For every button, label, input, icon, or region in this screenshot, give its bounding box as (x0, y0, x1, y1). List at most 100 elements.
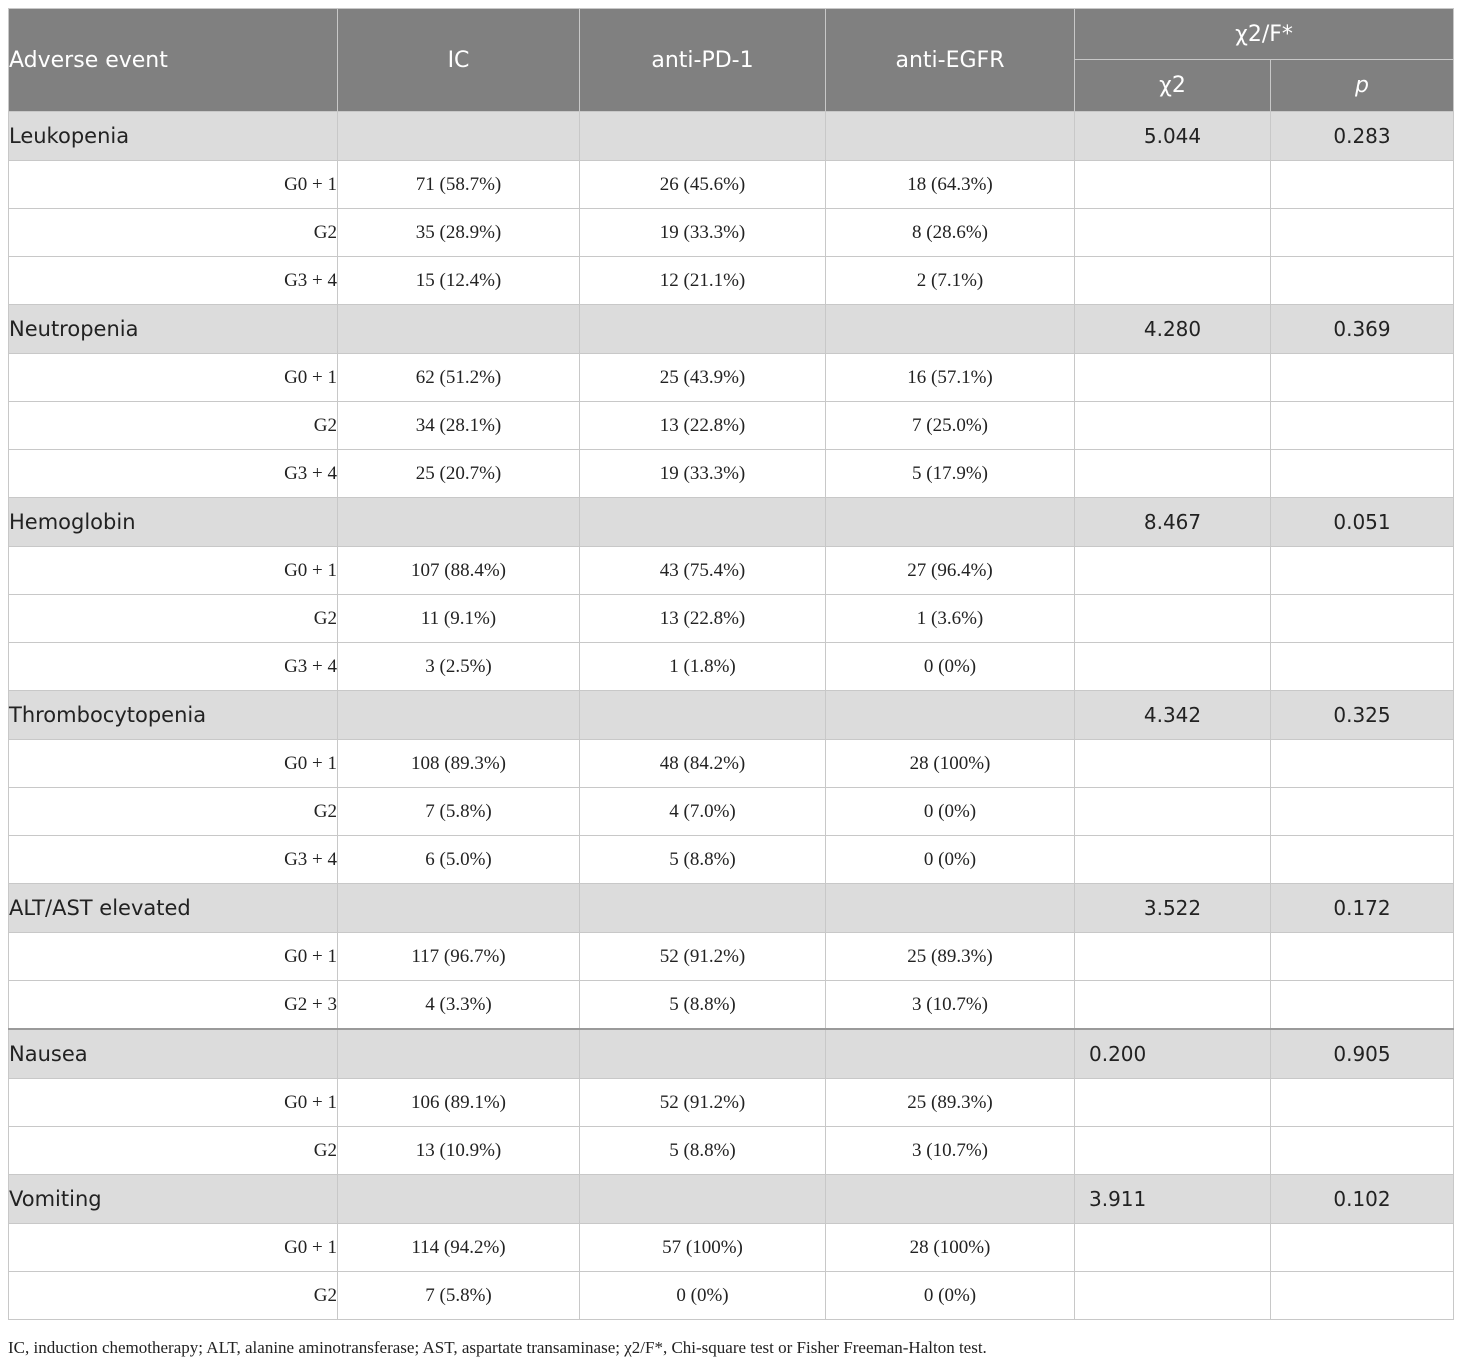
table-row: G2 35 (28.9%) 19 (33.3%) 8 (28.6%) (8, 208, 1454, 257)
empty-cell (1270, 642, 1454, 691)
empty-cell (579, 111, 826, 161)
category-name: Vomiting (8, 1174, 338, 1224)
grade-label: G2 (8, 1126, 338, 1175)
anti-pd1-value: 52 (91.2%) (579, 932, 826, 981)
anti-pd1-value: 19 (33.3%) (579, 449, 826, 498)
chi2-value: 8.467 (1074, 497, 1271, 547)
empty-cell (825, 1028, 1075, 1079)
header-stat-group: χ2/F* (1074, 8, 1454, 60)
table-row: G2 7 (5.8%) 4 (7.0%) 0 (0%) (8, 787, 1454, 836)
empty-cell (1074, 1223, 1271, 1272)
empty-cell (1074, 980, 1271, 1030)
p-value: 0.325 (1270, 690, 1454, 740)
header-anti-pd1: anti-PD-1 (579, 8, 826, 112)
grade-label: G0 + 1 (8, 546, 338, 595)
category-name: Leukopenia (8, 111, 338, 161)
anti-pd1-value: 25 (43.9%) (579, 353, 826, 402)
anti-egfr-value: 28 (100%) (825, 739, 1075, 788)
grade-label: G0 + 1 (8, 1078, 338, 1127)
ic-value: 4 (3.3%) (337, 980, 580, 1030)
table-row: G0 + 1 108 (89.3%) 48 (84.2%) 28 (100%) (8, 739, 1454, 788)
p-value: 0.102 (1270, 1174, 1454, 1224)
ic-value: 7 (5.8%) (337, 787, 580, 836)
category-name: Neutropenia (8, 304, 338, 354)
empty-cell (1074, 594, 1271, 643)
empty-cell (1074, 787, 1271, 836)
table-row: G0 + 1 62 (51.2%) 25 (43.9%) 16 (57.1%) (8, 353, 1454, 402)
anti-pd1-value: 26 (45.6%) (579, 160, 826, 209)
anti-pd1-value: 57 (100%) (579, 1223, 826, 1272)
ic-value: 62 (51.2%) (337, 353, 580, 402)
table-row: G2 7 (5.8%) 0 (0%) 0 (0%) (8, 1271, 1454, 1320)
header-adverse-event: Adverse event (8, 8, 338, 112)
empty-cell (1074, 546, 1271, 595)
empty-cell (337, 1028, 580, 1079)
grade-label: G2 (8, 787, 338, 836)
empty-cell (1270, 1223, 1454, 1272)
anti-egfr-value: 16 (57.1%) (825, 353, 1075, 402)
category-name: ALT/AST elevated (8, 883, 338, 933)
empty-cell (825, 304, 1075, 354)
p-value: 0.051 (1270, 497, 1454, 547)
category-row: ALT/AST elevated 3.522 0.172 (8, 883, 1454, 933)
p-value: 0.283 (1270, 111, 1454, 161)
ic-value: 71 (58.7%) (337, 160, 580, 209)
p-value: 0.369 (1270, 304, 1454, 354)
empty-cell (337, 883, 580, 933)
category-row: Hemoglobin 8.467 0.051 (8, 497, 1454, 547)
table-row: G3 + 4 25 (20.7%) 19 (33.3%) 5 (17.9%) (8, 449, 1454, 498)
category-row: Neutropenia 4.280 0.369 (8, 304, 1454, 354)
grade-label: G0 + 1 (8, 353, 338, 402)
ic-value: 3 (2.5%) (337, 642, 580, 691)
grade-label: G2 (8, 1271, 338, 1320)
anti-pd1-value: 1 (1.8%) (579, 642, 826, 691)
table-body: Leukopenia 5.044 0.283 G0 + 1 71 (58.7%) 26 (… (8, 111, 1454, 1320)
empty-cell (1074, 835, 1271, 884)
ic-value: 11 (9.1%) (337, 594, 580, 643)
empty-cell (1270, 353, 1454, 402)
empty-cell (1270, 208, 1454, 257)
table-row: G0 + 1 117 (96.7%) 52 (91.2%) 25 (89.3%) (8, 932, 1454, 981)
grade-label: G3 + 4 (8, 835, 338, 884)
ic-value: 7 (5.8%) (337, 1271, 580, 1320)
ic-value: 15 (12.4%) (337, 256, 580, 305)
anti-egfr-value: 28 (100%) (825, 1223, 1075, 1272)
table-row: G2 13 (10.9%) 5 (8.8%) 3 (10.7%) (8, 1126, 1454, 1175)
chi2-value: 4.280 (1074, 304, 1271, 354)
empty-cell (1270, 1271, 1454, 1320)
anti-pd1-value: 48 (84.2%) (579, 739, 826, 788)
anti-egfr-value: 0 (0%) (825, 787, 1075, 836)
table-row: G2 11 (9.1%) 13 (22.8%) 1 (3.6%) (8, 594, 1454, 643)
category-name: Hemoglobin (8, 497, 338, 547)
anti-egfr-value: 3 (10.7%) (825, 980, 1075, 1030)
empty-cell (579, 1174, 826, 1224)
anti-egfr-value: 0 (0%) (825, 835, 1075, 884)
anti-egfr-value: 0 (0%) (825, 1271, 1075, 1320)
chi2-value: 5.044 (1074, 111, 1271, 161)
anti-pd1-value: 4 (7.0%) (579, 787, 826, 836)
empty-cell (1270, 932, 1454, 981)
anti-egfr-value: 0 (0%) (825, 642, 1075, 691)
grade-label: G3 + 4 (8, 642, 338, 691)
anti-pd1-value: 0 (0%) (579, 1271, 826, 1320)
ic-value: 108 (89.3%) (337, 739, 580, 788)
p-value: 0.905 (1270, 1028, 1454, 1079)
anti-egfr-value: 3 (10.7%) (825, 1126, 1075, 1175)
anti-pd1-value: 5 (8.8%) (579, 1126, 826, 1175)
empty-cell (825, 883, 1075, 933)
table-row: G0 + 1 114 (94.2%) 57 (100%) 28 (100%) (8, 1223, 1454, 1272)
category-row: Nausea 0.200 0.905 (8, 1028, 1454, 1079)
ic-value: 25 (20.7%) (337, 449, 580, 498)
header-ic: IC (337, 8, 580, 112)
chi2-value: 3.522 (1074, 883, 1271, 933)
empty-cell (579, 304, 826, 354)
category-name: Thrombocytopenia (8, 690, 338, 740)
empty-cell (1074, 449, 1271, 498)
empty-cell (1270, 449, 1454, 498)
empty-cell (1270, 401, 1454, 450)
table-row: G0 + 1 71 (58.7%) 26 (45.6%) 18 (64.3%) (8, 160, 1454, 209)
p-value: 0.172 (1270, 883, 1454, 933)
